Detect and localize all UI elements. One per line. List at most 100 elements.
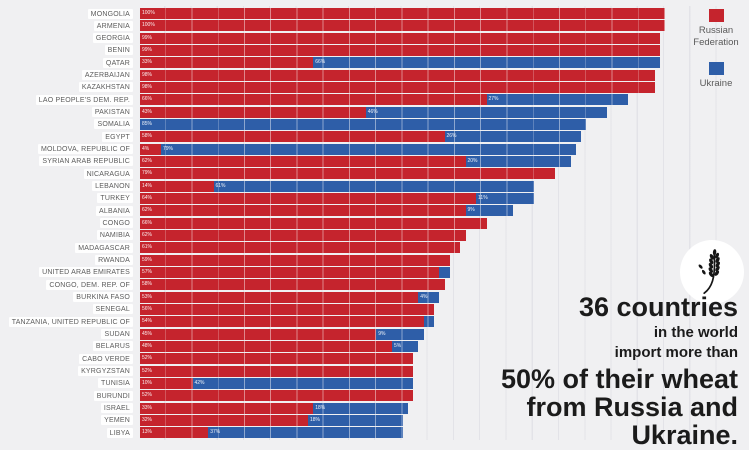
stacked-bar: 48% 5% [140,340,749,352]
wheat-stalk-icon [698,249,720,295]
table-row: MOLDOVA, REPUBLIC OF 4% 79% [0,143,749,156]
country-label-cell: UNITED ARAB EMIRATES [0,267,133,278]
country-label: AZERBAIJAN [81,70,133,81]
stacked-bar: 61% [140,242,749,254]
table-row: SUDAN 45% 9% [0,328,749,341]
bar-segment-label: 32% [142,416,153,423]
bar-segment-label: 53% [142,293,153,300]
country-label: TANZANIA, UNITED REPUBLIC OF [8,316,133,327]
bar-segment-russia: 99% [140,44,660,56]
country-label: NAMIBIA [96,230,133,241]
bar-segment-russia: 52% [140,390,413,402]
bar-segment-ukraine: 26% [444,131,581,143]
bar-segment-label: 62% [142,231,153,238]
country-label: GEORGIA [92,33,133,44]
bar-segment-russia: 52% [140,365,413,377]
country-label-cell: MADAGASCAR [0,242,133,253]
headline-line-5: from Russia and Ukraine. [526,392,738,450]
country-label-cell: LEBANON [0,181,133,192]
table-row: BURKINA FASO 53% 4% [0,291,749,304]
bar-segment-russia: 57% [140,266,440,278]
bar-segment-label: 79% [163,145,174,152]
bar-segment-label: 11% [478,194,488,201]
bar-segment-label: 98% [142,71,153,78]
bar-segment-label: 18% [310,416,321,423]
bar-segment-russia: 66% [140,94,487,106]
bar-segment-russia: 100% [140,8,665,19]
legend-swatch-russia [708,9,724,22]
bar-segment-label: 52% [142,392,153,399]
bar-segment-label: 9% [378,330,386,337]
country-label: NICARAGUA [83,168,133,179]
stacked-bar: 52% [140,353,749,365]
country-label-cell: RWANDA [0,255,133,266]
headline-line-2: in the world [653,324,738,341]
country-label: KAZAKHSTAN [78,82,133,93]
table-row: YEMEN 32% 18% [0,414,749,427]
table-row: CABO VERDE 52% [0,353,749,365]
bar-segment-russia: 58% [140,131,445,143]
table-row: ISRAEL 33% 18% [0,402,749,415]
table-row: KYRGYZSTAN 52% [0,365,749,378]
bar-segment-russia: 4% [140,143,161,155]
bar-segment-label: 9% [467,207,475,214]
country-label: SUDAN [101,329,133,340]
bar-segment-label: 57% [142,268,153,275]
country-label-cell: BURUNDI [0,390,133,401]
bar-segment-russia: 56% [140,303,434,315]
stacked-bar: 79% [140,168,749,180]
bar-segment-ukraine: 79% [161,143,576,155]
country-label-cell: QATAR [0,57,133,68]
stacked-bar: 62% [140,229,749,241]
bar-segment-label: 99% [142,34,153,41]
bar-segment-label: 61% [142,244,153,251]
table-row: GEORGIA 99% [0,32,749,45]
country-label-cell: AZERBAIJAN [0,70,133,81]
stacked-bar: 100% [140,8,749,19]
stacked-bar: 99% [140,44,749,56]
bar-segment-label: 62% [142,207,153,214]
country-label-cell: SENEGAL [0,304,133,315]
bar-segment-label: 66% [315,59,326,66]
stacked-bar: 99% [140,32,749,44]
bar-segment-russia: 79% [140,168,555,180]
country-label: UNITED ARAB EMIRATES [39,267,133,278]
bar-segment-ukraine: 66% [313,57,660,69]
chart-legend: Russian Federation Ukraine [688,9,744,90]
country-label-cell: SOMALIA [0,119,133,130]
table-row: PAKISTAN 43% 46% [0,106,749,119]
bar-segment-label: 66% [142,96,153,103]
bar-segment-ukraine [423,316,434,328]
country-label-cell: CONGO, DEM. REP. OF [0,279,133,290]
country-label-cell: YEMEN [0,415,133,426]
bar-segment-label: 52% [142,355,153,362]
country-label-cell: KYRGYZSTAN [0,366,133,377]
bar-segment-russia: 61% [140,242,461,254]
country-label-cell: EGYPT [0,131,133,142]
stacked-bar: 32% 18% [140,414,749,426]
bar-segment-label: 10% [142,379,153,386]
bar-segment-russia: 33% [140,57,314,69]
bar-segment-ukraine: 46% [365,106,608,118]
legend-swatch-ukraine [708,62,724,75]
country-label: TUNISIA [97,378,133,389]
table-row: SENEGAL 56% [0,303,749,316]
table-row: NICARAGUA 79% [0,168,749,180]
country-label: ALBANIA [96,205,133,216]
bar-segment-label: 27% [488,96,499,103]
stacked-bar: 57% [140,266,749,278]
stacked-bar: 59% [140,254,749,266]
bar-segment-label: 13% [142,429,153,436]
bar-segment-label: 48% [142,342,153,349]
bar-segment-label: 59% [142,256,153,263]
stacked-bar: 53% 4% [140,291,749,303]
table-row: CONGO, DEM. REP. OF 58% [0,279,749,291]
table-row: LAO PEOPLE'S DEM. REP. 66% 27% [0,94,749,106]
country-label-cell: LAO PEOPLE'S DEM. REP. [0,94,133,105]
country-label: ISRAEL [100,403,133,413]
bar-segment-label: 85% [142,120,153,127]
stacked-bar: 64% 11% [140,192,749,204]
stacked-bar: 58% 26% [140,131,749,143]
bar-segment-ukraine: 20% [465,155,571,167]
